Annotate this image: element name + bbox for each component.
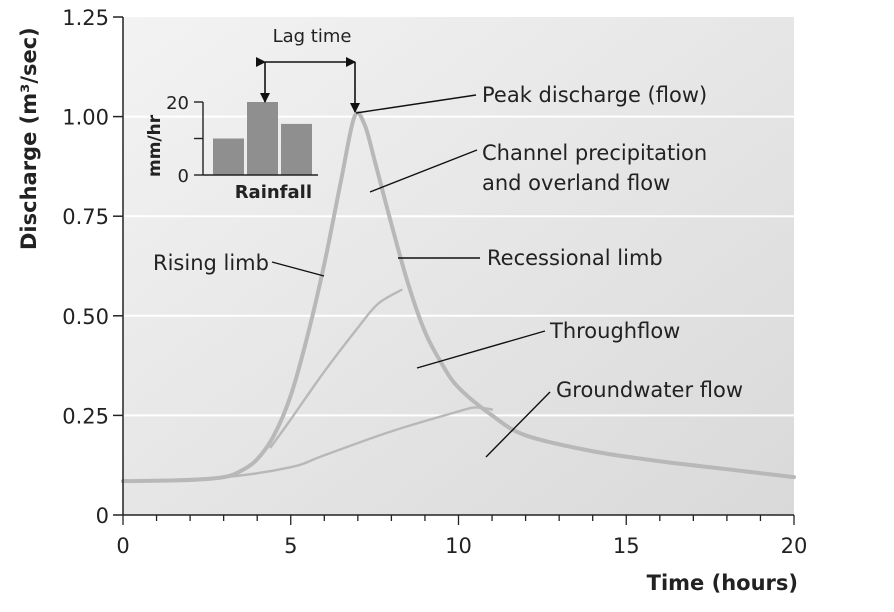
rainfall-bar [281, 123, 312, 175]
inset-y-label: mm/hr [145, 114, 165, 177]
y-axis-label: Discharge (m³/sec) [17, 27, 41, 250]
leader-channel [369, 149, 478, 193]
annotation-lag-time: Lag time [273, 26, 352, 47]
leader-throughflow [416, 330, 546, 369]
y-tick-label: 1.25 [62, 6, 109, 30]
rainfall-inset [194, 101, 318, 176]
annotation-channel-2: and overland flow [482, 171, 670, 195]
x-tick-label: 20 [781, 534, 808, 558]
x-tick-label: 15 [613, 534, 640, 558]
leader-rising [271, 261, 325, 277]
x-axis-label: Time (hours) [647, 571, 798, 595]
series-storm-hydrograph [121, 110, 796, 484]
plot-area [123, 17, 794, 515]
inset-title: Rainfall [235, 182, 312, 203]
y-tick-label: 1.00 [62, 106, 109, 130]
rainfall-bar [213, 138, 244, 175]
series-groundwater-flow [121, 406, 494, 483]
y-tick-label: 0.50 [62, 305, 109, 329]
annotation-recessional: Recessional limb [487, 246, 663, 270]
annotation-channel-1: Channel precipitation [482, 141, 707, 165]
annotation-groundwater: Groundwater flow [556, 378, 743, 402]
annotation-peak: Peak discharge (flow) [482, 83, 707, 107]
inset-tick-20: 20 [166, 93, 189, 114]
series-throughflow [269, 288, 403, 449]
leader-groundwater [485, 391, 551, 458]
inset-tick-0: 0 [178, 166, 189, 187]
x-tick-label: 5 [284, 534, 297, 558]
x-tick-label: 10 [445, 534, 472, 558]
annotation-rising: Rising limb [153, 251, 269, 275]
annotation-throughflow: Throughflow [549, 319, 680, 343]
y-tick-label: 0.25 [62, 404, 109, 428]
y-tick-label: 0 [96, 504, 109, 528]
y-tick-label: 0.75 [62, 205, 109, 229]
leader-peak [355, 94, 477, 114]
x-tick-label: 0 [116, 534, 129, 558]
rainfall-bar [247, 102, 278, 175]
